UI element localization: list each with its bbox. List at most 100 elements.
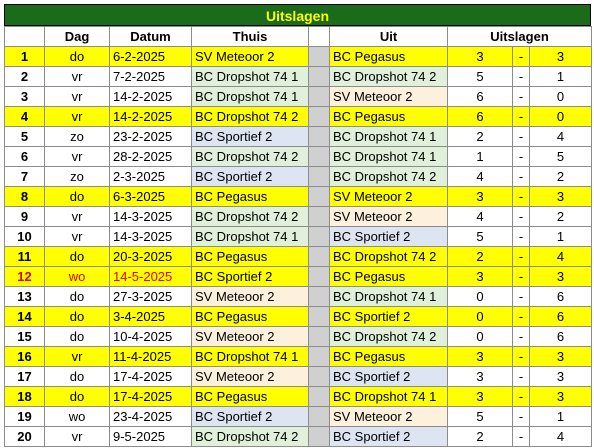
col-header-thuis[interactable]: Thuis <box>191 26 309 47</box>
cell-home-team[interactable]: BC Pegasus <box>191 306 309 327</box>
cell-match-nr[interactable]: 8 <box>4 186 45 207</box>
col-header-uitslagen[interactable]: Uitslagen <box>446 26 593 47</box>
cell-match-nr[interactable]: 4 <box>4 106 45 127</box>
cell-away-team[interactable]: BC Dropshot 74 2 <box>329 66 448 87</box>
cell-home-score[interactable]: 1 <box>447 146 513 167</box>
cell-day[interactable]: vr <box>44 146 110 167</box>
cell-day[interactable]: do <box>44 186 110 207</box>
cell-away-team[interactable]: SV Meteoor 2 <box>329 186 448 207</box>
cell-home-team[interactable]: BC Sportief 2 <box>191 126 309 147</box>
cell-date[interactable]: 7-2-2025 <box>109 66 192 87</box>
cell-away-score[interactable]: 3 <box>528 346 593 367</box>
cell-score-separator[interactable]: - <box>512 346 530 367</box>
cell-home-team[interactable]: BC Dropshot 74 2 <box>191 146 309 167</box>
cell-date[interactable]: 20-3-2025 <box>109 246 192 267</box>
cell-gap[interactable] <box>308 126 330 147</box>
cell-away-team[interactable]: BC Sportief 2 <box>329 366 448 387</box>
cell-gap[interactable] <box>308 326 330 347</box>
cell-date[interactable]: 14-5-2025 <box>109 266 192 287</box>
cell-match-nr[interactable]: 3 <box>4 86 45 107</box>
cell-match-nr[interactable]: 2 <box>4 66 45 87</box>
cell-date[interactable]: 14-3-2025 <box>109 206 192 227</box>
cell-match-nr[interactable]: 14 <box>4 306 45 327</box>
cell-home-score[interactable]: 3 <box>447 386 513 407</box>
cell-home-score[interactable]: 5 <box>447 66 513 87</box>
cell-score-separator[interactable]: - <box>512 206 530 227</box>
cell-gap[interactable] <box>308 306 330 327</box>
cell-match-nr[interactable]: 16 <box>4 346 45 367</box>
cell-home-score[interactable]: 3 <box>447 266 513 287</box>
cell-score-separator[interactable]: - <box>512 86 530 107</box>
cell-day[interactable]: zo <box>44 126 110 147</box>
cell-score-separator[interactable]: - <box>512 226 530 247</box>
cell-away-team[interactable]: BC Dropshot 74 2 <box>329 246 448 267</box>
cell-home-team[interactable]: BC Pegasus <box>191 186 309 207</box>
cell-gap[interactable] <box>308 66 330 87</box>
cell-score-separator[interactable]: - <box>512 366 530 387</box>
cell-home-score[interactable]: 2 <box>447 126 513 147</box>
cell-date[interactable]: 6-2-2025 <box>109 46 192 67</box>
cell-home-score[interactable]: 6 <box>447 86 513 107</box>
cell-home-score[interactable]: 3 <box>447 186 513 207</box>
cell-away-score[interactable]: 3 <box>528 366 593 387</box>
cell-home-score[interactable]: 0 <box>447 286 513 307</box>
cell-away-score[interactable]: 3 <box>528 186 593 207</box>
cell-match-nr[interactable]: 6 <box>4 146 45 167</box>
cell-away-score[interactable]: 3 <box>528 46 593 67</box>
cell-home-score[interactable]: 3 <box>447 366 513 387</box>
cell-score-separator[interactable]: - <box>512 146 530 167</box>
cell-gap[interactable] <box>308 86 330 107</box>
cell-date[interactable]: 3-4-2025 <box>109 306 192 327</box>
cell-date[interactable]: 14-2-2025 <box>109 86 192 107</box>
cell-score-separator[interactable]: - <box>512 286 530 307</box>
cell-match-nr[interactable]: 5 <box>4 126 45 147</box>
cell-home-team[interactable]: BC Dropshot 74 2 <box>191 426 309 447</box>
cell-day[interactable]: vr <box>44 346 110 367</box>
cell-away-score[interactable]: 6 <box>528 306 593 327</box>
cell-away-team[interactable]: BC Dropshot 74 1 <box>329 386 448 407</box>
cell-match-nr[interactable]: 19 <box>4 406 45 427</box>
cell-away-team[interactable]: BC Sportief 2 <box>329 426 448 447</box>
cell-away-team[interactable]: BC Pegasus <box>329 106 448 127</box>
cell-away-score[interactable]: 0 <box>528 86 593 107</box>
cell-gap[interactable] <box>308 106 330 127</box>
cell-away-team[interactable]: BC Dropshot 74 2 <box>329 166 448 187</box>
cell-home-team[interactable]: SV Meteoor 2 <box>191 366 309 387</box>
cell-away-team[interactable]: BC Dropshot 74 1 <box>329 286 448 307</box>
cell-day[interactable]: do <box>44 306 110 327</box>
cell-gap[interactable] <box>308 226 330 247</box>
cell-match-nr[interactable]: 12 <box>4 266 45 287</box>
cell-day[interactable]: vr <box>44 226 110 247</box>
cell-away-team[interactable]: BC Sportief 2 <box>329 226 448 247</box>
cell-match-nr[interactable]: 7 <box>4 166 45 187</box>
cell-away-team[interactable]: SV Meteoor 2 <box>329 406 448 427</box>
cell-date[interactable]: 17-4-2025 <box>109 386 192 407</box>
cell-match-nr[interactable]: 17 <box>4 366 45 387</box>
cell-date[interactable]: 6-3-2025 <box>109 186 192 207</box>
cell-date[interactable]: 23-2-2025 <box>109 126 192 147</box>
cell-away-score[interactable]: 1 <box>528 226 593 247</box>
cell-date[interactable]: 11-4-2025 <box>109 346 192 367</box>
cell-score-separator[interactable]: - <box>512 186 530 207</box>
cell-score-separator[interactable]: - <box>512 326 530 347</box>
cell-away-score[interactable]: 0 <box>528 106 593 127</box>
col-header-datum[interactable]: Datum <box>109 26 192 47</box>
cell-match-nr[interactable]: 10 <box>4 226 45 247</box>
cell-day[interactable]: do <box>44 366 110 387</box>
cell-match-nr[interactable]: 13 <box>4 286 45 307</box>
cell-home-score[interactable]: 2 <box>447 246 513 267</box>
cell-match-nr[interactable]: 15 <box>4 326 45 347</box>
cell-score-separator[interactable]: - <box>512 46 530 67</box>
cell-home-score[interactable]: 0 <box>447 326 513 347</box>
cell-away-score[interactable]: 4 <box>528 126 593 147</box>
cell-score-separator[interactable]: - <box>512 246 530 267</box>
cell-away-score[interactable]: 6 <box>528 326 593 347</box>
cell-day[interactable]: vr <box>44 66 110 87</box>
cell-day[interactable]: do <box>44 246 110 267</box>
cell-match-nr[interactable]: 18 <box>4 386 45 407</box>
cell-away-team[interactable]: BC Dropshot 74 2 <box>329 326 448 347</box>
cell-home-score[interactable]: 5 <box>447 226 513 247</box>
cell-away-score[interactable]: 1 <box>528 406 593 427</box>
cell-home-team[interactable]: BC Sportief 2 <box>191 406 309 427</box>
cell-score-separator[interactable]: - <box>512 386 530 407</box>
